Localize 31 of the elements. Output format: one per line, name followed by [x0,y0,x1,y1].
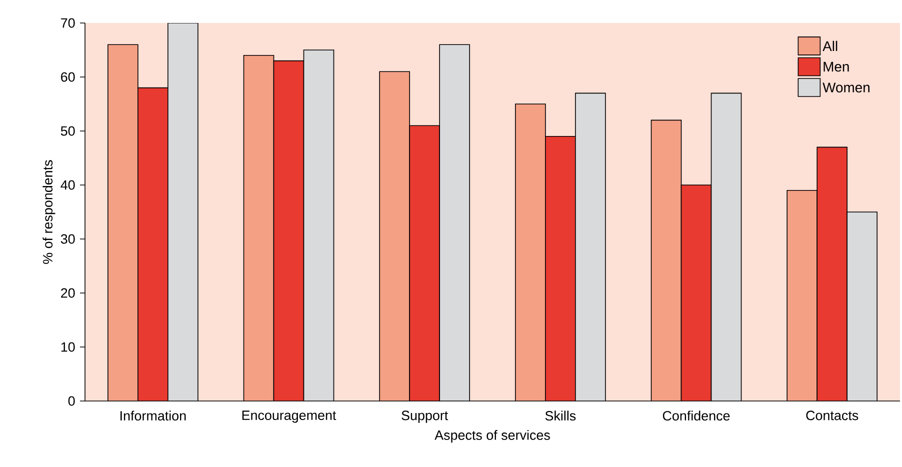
x-tick-label: Contacts [806,410,858,420]
x-tick-label: Information [120,410,186,421]
x-tick-label: Support [402,410,448,423]
y-tick-label: 20 [61,288,75,298]
y-tick-label: 60 [61,72,75,82]
bar [108,44,138,401]
y-tick-label: 30 [60,234,75,244]
bar [410,126,440,401]
bar [380,72,410,401]
y-axis-title: % of respondents [42,160,56,264]
bar [816,146,848,401]
y-tick-label: 50 [60,126,75,136]
legend-label: All [822,40,838,51]
bar [681,185,712,401]
x-axis-title: Aspects of services [434,430,550,443]
bar [244,55,274,401]
bar [274,60,304,401]
bar [545,136,576,401]
y-tick-label: 10 [61,342,75,352]
legend-label: Men [824,62,849,72]
bar [786,190,818,401]
y-tick-label: 40 [60,180,75,190]
bar [651,120,682,401]
x-tick-label: Skills [545,410,576,421]
bar [138,88,168,401]
x-tick-label: Encouragement [242,410,336,423]
bar [515,104,546,401]
legend-label: Women [822,82,870,92]
y-tick-label: 70 [61,18,75,28]
x-tick-label: Confidence [662,410,730,421]
y-tick-label: 0 [68,396,75,406]
